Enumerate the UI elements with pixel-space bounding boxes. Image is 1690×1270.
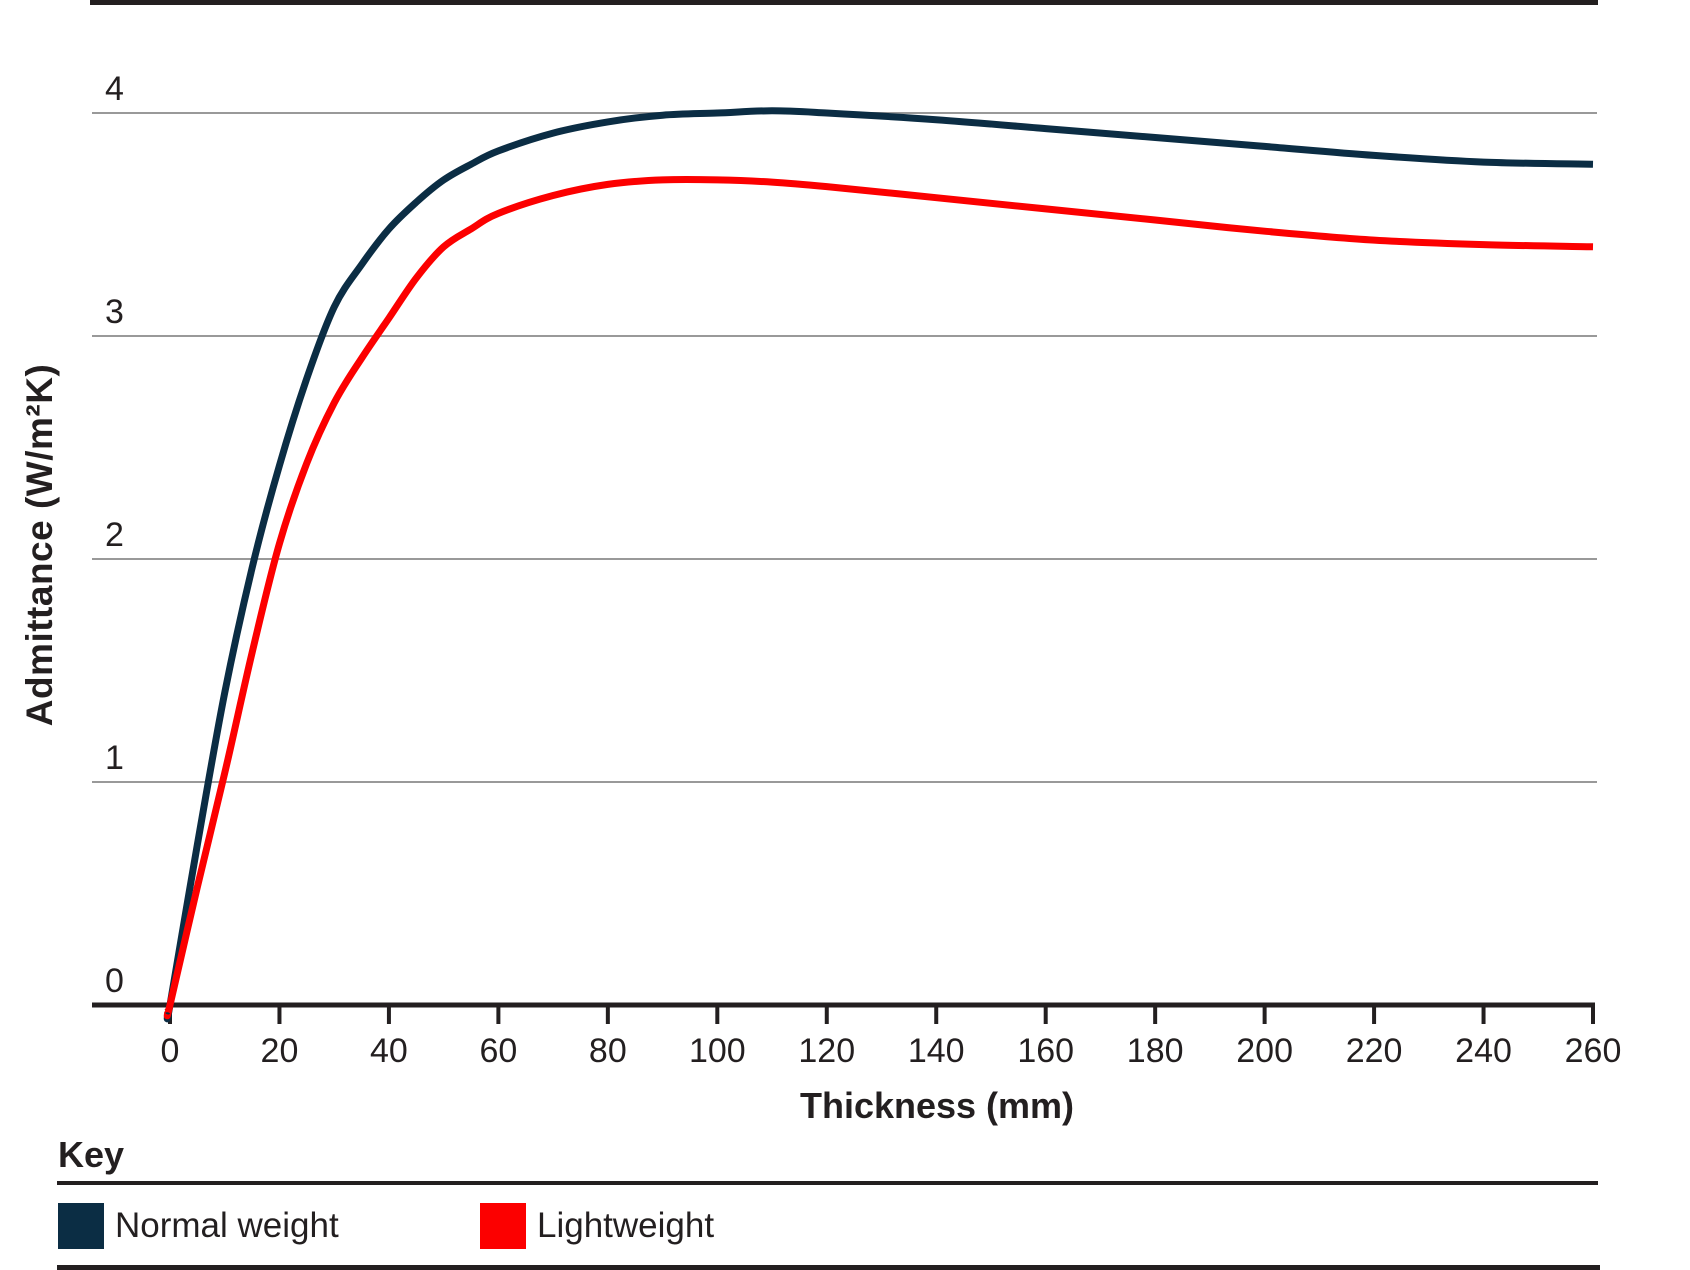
legend-divider	[57, 1181, 1598, 1185]
x-tick-label-120: 120	[798, 1032, 855, 1070]
x-tick-label-240: 240	[1455, 1032, 1512, 1070]
x-axis-title: Thickness (mm)	[799, 1085, 1075, 1126]
lightweight-color-swatch	[480, 1203, 526, 1249]
x-tick-label-20: 20	[261, 1032, 299, 1070]
x-tick-label-100: 100	[689, 1032, 746, 1070]
y-tick-label-4: 4	[105, 70, 124, 108]
x-tick-label-140: 140	[908, 1032, 965, 1070]
x-tick-label-200: 200	[1236, 1032, 1293, 1070]
lightweight-label: Lightweight	[537, 1206, 715, 1245]
legend-item-normal-weight: Normal weight	[58, 1203, 339, 1249]
normal-weight-label: Normal weight	[115, 1206, 339, 1245]
bottom-rule	[57, 1265, 1600, 1270]
legend-title: Key	[58, 1134, 125, 1175]
normal-weight-color-swatch	[58, 1203, 104, 1249]
top-rule	[90, 0, 1598, 5]
y-tick-label-3: 3	[105, 293, 124, 331]
x-tick-label-60: 60	[479, 1032, 517, 1070]
x-tick-label-220: 220	[1346, 1032, 1403, 1070]
y-tick-label-2: 2	[105, 516, 124, 554]
y-tick-label-1: 1	[105, 739, 124, 777]
x-tick-label-160: 160	[1017, 1032, 1074, 1070]
series-line-lightweight	[163, 175, 1594, 1020]
series-line-normal-weight	[163, 107, 1594, 1023]
x-tick-label-0: 0	[161, 1032, 180, 1070]
x-tick-label-80: 80	[589, 1032, 627, 1070]
y-tick-label-0: 0	[105, 962, 124, 1000]
legend-item-lightweight: Lightweight	[480, 1203, 714, 1249]
x-tick-label-260: 260	[1565, 1032, 1622, 1070]
x-tick-label-40: 40	[370, 1032, 408, 1070]
x-tick-label-180: 180	[1127, 1032, 1184, 1070]
